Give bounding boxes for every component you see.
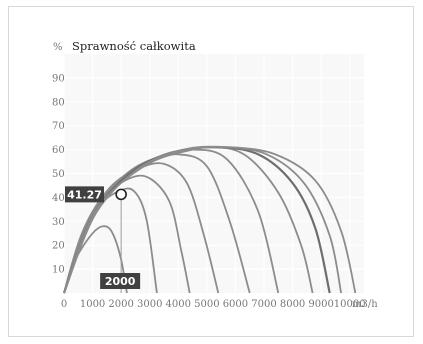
y-tick-label: 30	[52, 217, 65, 228]
hover-marker: 41.27 2000	[65, 186, 141, 293]
x-tick-label: 1000	[80, 299, 105, 310]
x-tick-label: 7000	[251, 299, 276, 310]
y-value-label-box	[65, 186, 104, 203]
y-tick-label: 40	[52, 193, 65, 204]
x-tick-label: 10000	[334, 299, 366, 310]
x-value-label: 2000	[105, 275, 136, 288]
x-tick-label: 4000	[166, 299, 191, 310]
y-axis-unit: %	[53, 42, 63, 53]
y-tick-label: 10	[52, 265, 65, 276]
x-axis-ticks: 0 1000 2000 3000 4000 5000 6000 7000 8000 9000 100…	[61, 299, 366, 310]
y-value-label: 41.27	[67, 188, 102, 201]
y-axis-ticks: 10 20 30 40 50 60 70 80 90	[52, 73, 65, 275]
y-tick-label: 60	[52, 145, 65, 156]
y-tick-label: 80	[52, 97, 65, 108]
x-tick-label: 5000	[194, 299, 219, 310]
x-tick-label: 2000	[108, 299, 133, 310]
y-tick-label: 20	[52, 241, 65, 252]
marker-point[interactable]	[115, 188, 127, 201]
x-axis-unit: m3/h	[352, 299, 378, 310]
y-tick-label: 50	[52, 169, 65, 180]
x-tick-label: 9000	[308, 299, 333, 310]
x-tick-label: 8000	[280, 299, 305, 310]
y-tick-label: 70	[52, 121, 65, 132]
chart-title: Sprawność całkowita	[72, 39, 196, 53]
x-tick-label: 3000	[137, 299, 162, 310]
y-tick-label: 90	[52, 73, 65, 84]
x-value-label-box	[100, 273, 141, 289]
x-tick-label: 0	[61, 299, 67, 310]
series-line[interactable]	[63, 145, 357, 294]
x-tick-label: 6000	[223, 299, 248, 310]
